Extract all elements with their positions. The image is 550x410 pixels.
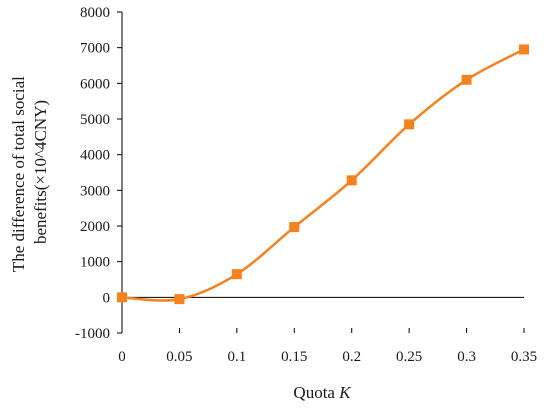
data-point-marker	[461, 74, 472, 85]
x-tick-label: 0	[118, 349, 126, 365]
y-axis: -1000 0 1000 2000 3000 4000 5000 6000 7000 8000	[75, 5, 123, 342]
x-tick-label: 0.25	[396, 349, 422, 365]
x-axis: 0 0.05 0.1 0.15 0.2 0.25 0.3 0.35	[118, 296, 537, 365]
y-tick-label: 3000	[80, 183, 110, 199]
data-point-marker	[289, 222, 300, 233]
y-tick-label: -1000	[75, 326, 110, 342]
series-area	[117, 44, 529, 305]
y-axis-title-line-2: benefits(×10^4CNY)	[31, 100, 50, 244]
data-point-marker	[519, 44, 529, 55]
y-tick-label: 5000	[80, 112, 110, 128]
data-point-marker	[231, 269, 242, 280]
data-point-marker	[346, 175, 357, 186]
data-point-marker	[117, 292, 127, 303]
y-tick-label: 7000	[80, 41, 110, 57]
y-tick-label: 0	[103, 290, 111, 306]
y-tick-label: 4000	[80, 148, 110, 164]
y-axis-title-line-1: The difference of total social	[9, 76, 28, 272]
data-point-marker	[174, 294, 185, 305]
y-tick-label: 2000	[80, 219, 110, 235]
y-axis-title: The difference of total social benefits(…	[9, 72, 50, 272]
x-tick-label: 0.2	[342, 349, 361, 365]
x-tick-label: 0.1	[227, 349, 246, 365]
y-tick-label: 8000	[80, 5, 110, 21]
y-tick-label: 6000	[80, 76, 110, 92]
x-axis-title: Quota K	[293, 383, 352, 402]
y-tick-label: 1000	[80, 255, 110, 271]
x-tick-label: 0.15	[281, 349, 307, 365]
series-line	[120, 48, 526, 302]
x-tick-label: 0.05	[166, 349, 192, 365]
data-point-marker	[404, 119, 415, 130]
x-tick-label: 0.35	[511, 349, 537, 365]
x-tick-label: 0.3	[457, 349, 476, 365]
